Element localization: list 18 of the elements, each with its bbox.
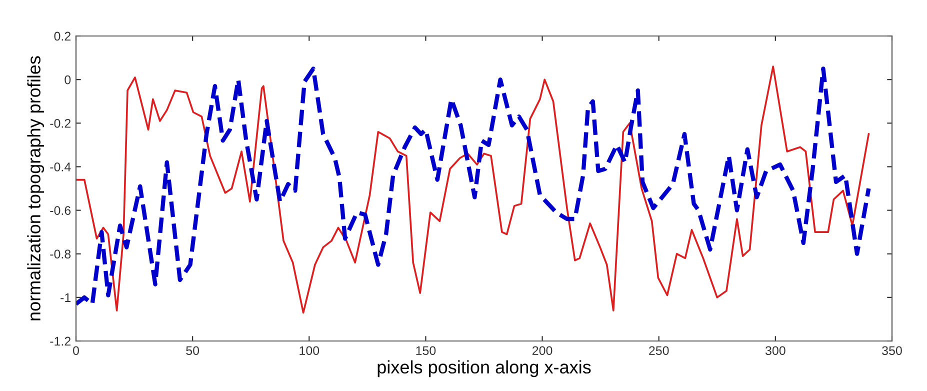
y-tick-label: -0.8 [50,250,71,259]
x-tick-label: 200 [532,346,552,356]
y-tick-label: 0.2 [54,32,71,41]
x-tick-label: 0 [73,346,79,356]
y-tick-label: -0.2 [50,118,71,128]
x-axis-title: pixels position along x-axis [378,360,591,378]
y-tick-label: 0 [64,75,71,84]
y-tick-label: -1 [60,293,71,302]
x-tick-label: 50 [186,346,200,356]
x-tick-label: 350 [882,346,902,356]
x-tick-label: 150 [416,346,436,356]
x-tick-label: 300 [765,346,786,356]
y-tick-label: -1.2 [50,336,71,346]
y-axis-title: normalization topography profiles [27,56,44,320]
y-tick-label: -0.4 [50,162,71,172]
x-tick-label: 100 [300,346,320,356]
x-tick-label: 250 [649,346,669,356]
y-tick-label: -0.6 [50,206,71,215]
